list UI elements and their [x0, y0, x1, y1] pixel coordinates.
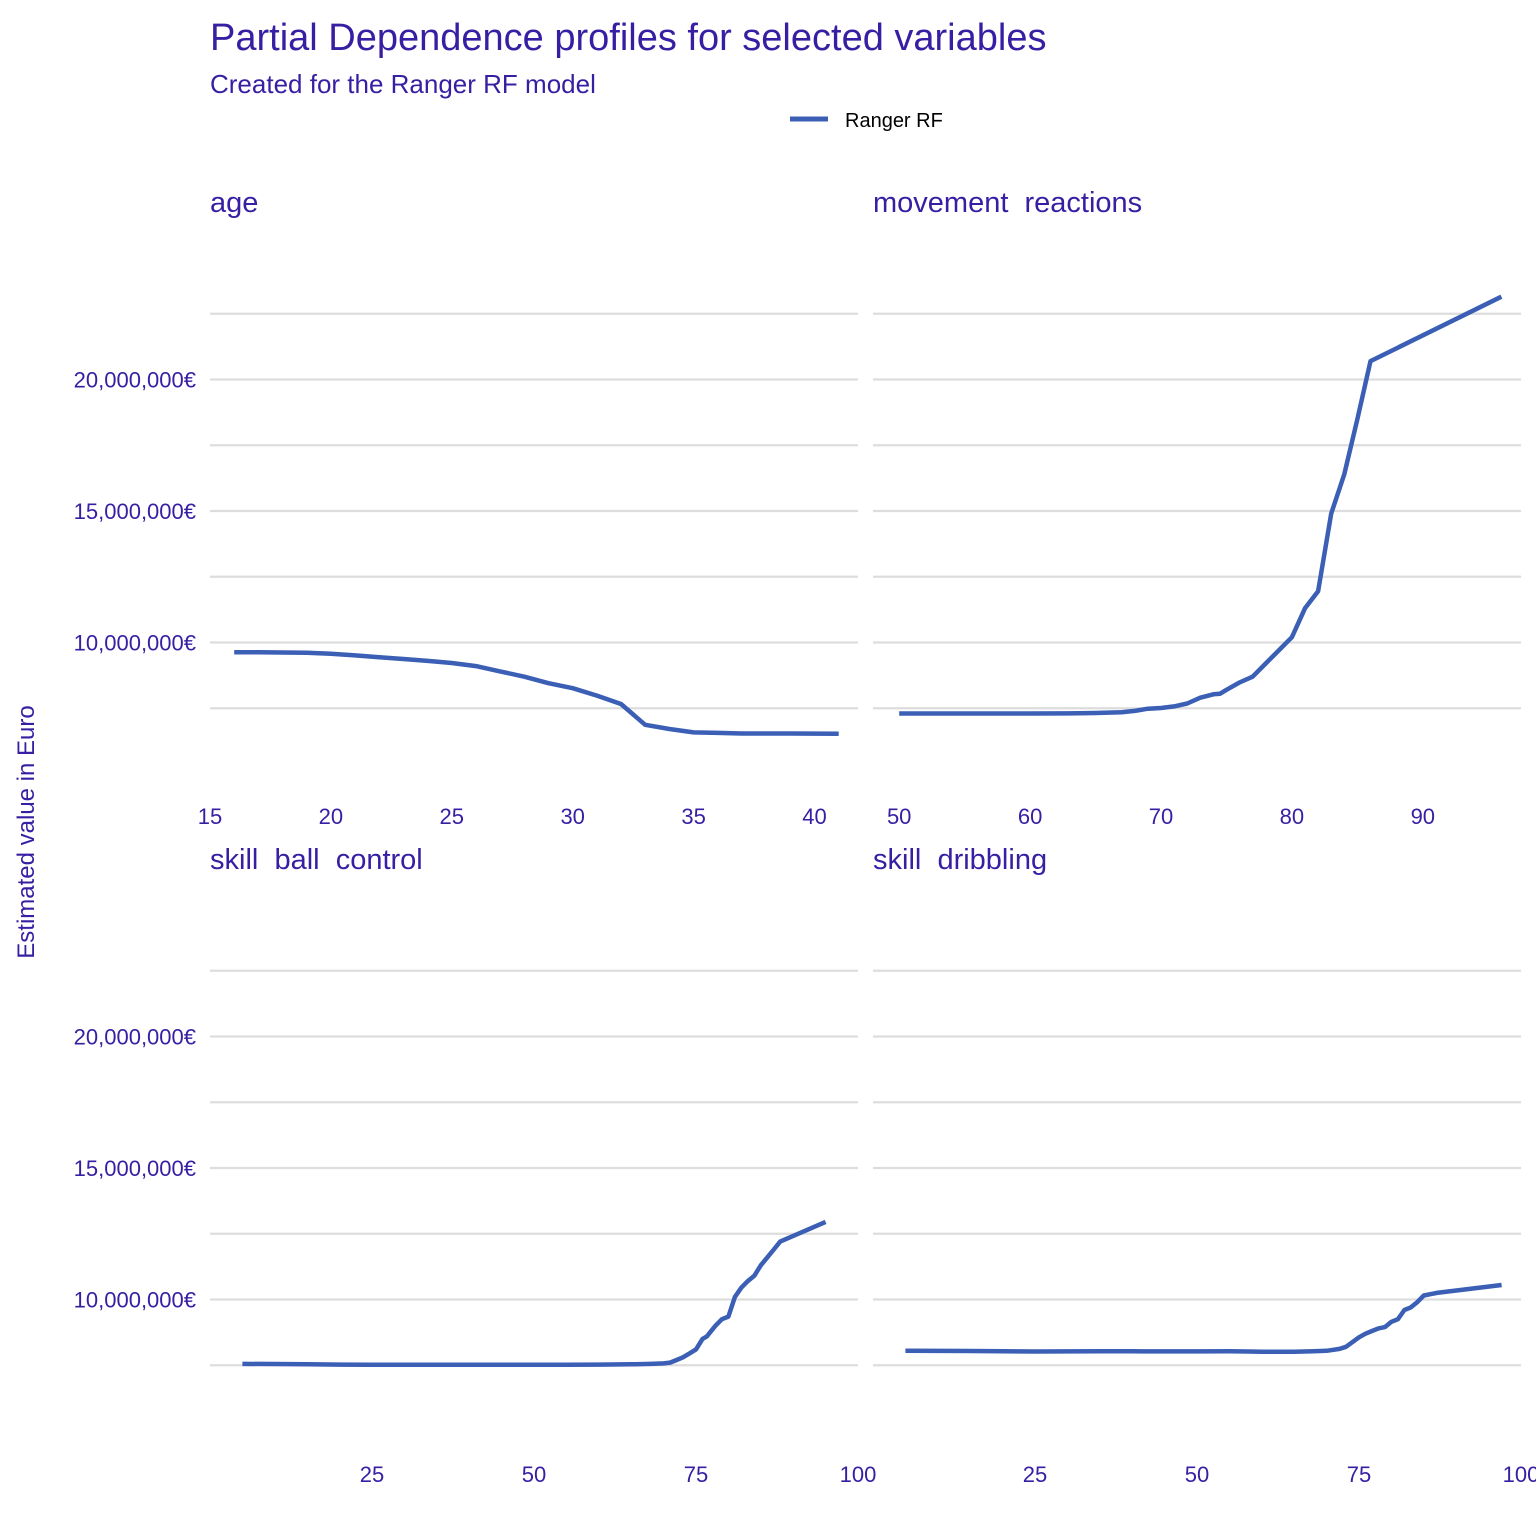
y-tick-label: 15,000,000€ [74, 499, 196, 524]
x-tick-label: 100 [840, 1462, 877, 1487]
x-tick-label: 50 [1185, 1462, 1209, 1487]
strip-mask [208, 871, 508, 887]
x-tick-label: 15 [198, 804, 222, 829]
y-tick-label: 15,000,000€ [74, 1156, 196, 1181]
x-tick-label: 60 [1018, 804, 1042, 829]
x-tick-label: 30 [560, 804, 584, 829]
x-tick-label: 70 [1149, 804, 1173, 829]
panel-strip-label: movement reactions [873, 187, 1142, 219]
panel-4: 25 50 75 100 skill dribbling [871, 844, 1536, 1487]
panels: 10,000,000€ 15,000,000€ 20,000,000€ 15 20 25 3… [74, 187, 1536, 1487]
x-tick-label: 25 [360, 1462, 384, 1487]
x-tick-label: 50 [887, 804, 911, 829]
panel-strip-label: age [210, 187, 258, 219]
x-tick-label: 40 [802, 804, 826, 829]
legend-label: Ranger RF [845, 110, 943, 132]
x-tick-label: 90 [1411, 804, 1435, 829]
strip-mask [871, 214, 1171, 230]
strip-mask [208, 214, 508, 230]
series-line-ranger-rf [905, 1282, 1502, 1355]
x-tick-label: 100 [1503, 1462, 1536, 1487]
strip-mask [871, 871, 1171, 887]
panel-1: 10,000,000€ 15,000,000€ 20,000,000€ 15 20 25 3… [74, 187, 858, 829]
x-tick-label: 35 [681, 804, 705, 829]
series-line-ranger-rf [242, 1219, 827, 1367]
x-tick-label: 80 [1280, 804, 1304, 829]
y-axis-label: Estimated value in Euro [13, 705, 40, 958]
panel-3: 10,000,000€ 15,000,000€ 20,000,000€ 25 50 75 1… [74, 844, 877, 1487]
x-tick-label: 25 [1023, 1462, 1047, 1487]
panel-strip-label: skill dribbling [873, 844, 1047, 876]
x-tick-label: 25 [440, 804, 464, 829]
x-tick-label: 50 [522, 1462, 546, 1487]
y-tick-label: 10,000,000€ [74, 1287, 196, 1312]
y-tick-label: 20,000,000€ [74, 1025, 196, 1050]
y-tick-label: 20,000,000€ [74, 368, 196, 393]
series-line-ranger-rf [234, 649, 839, 736]
series-line-ranger-rf [899, 294, 1503, 716]
chart-title: Partial Dependence profiles for selected… [210, 17, 1046, 59]
chart-subtitle: Created for the Ranger RF model [210, 69, 596, 99]
x-tick-label: 75 [1347, 1462, 1371, 1487]
legend: Ranger RF [790, 110, 943, 132]
panel-strip-label: skill ball control [210, 844, 423, 876]
panel-2: 50 60 70 80 90 movement reactions [871, 187, 1521, 829]
y-tick-label: 10,000,000€ [74, 630, 196, 655]
x-tick-label: 75 [684, 1462, 708, 1487]
x-tick-label: 20 [319, 804, 343, 829]
